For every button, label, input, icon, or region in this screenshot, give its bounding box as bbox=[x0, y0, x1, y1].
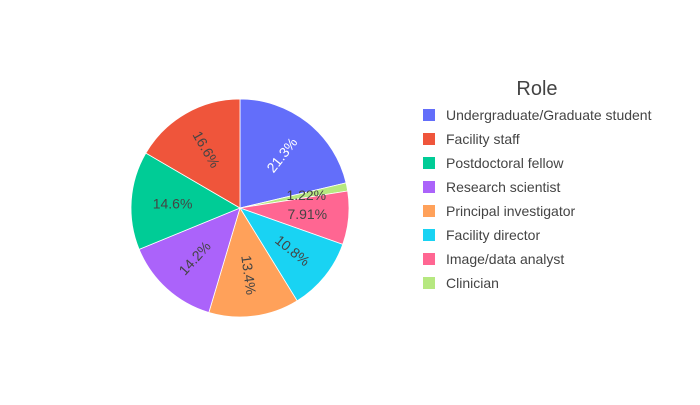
legend-swatch-postdoctoral-fellow bbox=[423, 157, 435, 169]
legend-swatch-undergraduate-graduate-student bbox=[423, 109, 435, 121]
legend-item-undergraduate-graduate-student[interactable]: Undergraduate/Graduate student bbox=[423, 107, 652, 123]
legend-swatch-facility-director bbox=[423, 229, 435, 241]
slice-label-principal-investigator: 13.4% bbox=[238, 254, 259, 295]
pie-slice-postdoctoral-fellow[interactable] bbox=[130, 152, 241, 250]
pie-slice-undergraduate-graduate-student[interactable] bbox=[239, 98, 347, 209]
slice-label-clinician: 1.22% bbox=[286, 187, 326, 203]
legend-label-postdoctoral-fellow: Postdoctoral fellow bbox=[446, 155, 564, 171]
legend-label-facility-staff: Facility staff bbox=[446, 131, 520, 147]
pie-slice-facility-staff[interactable] bbox=[145, 98, 241, 209]
legend-swatch-facility-staff bbox=[423, 133, 435, 145]
legend-item-facility-director[interactable]: Facility director bbox=[423, 227, 540, 243]
legend-label-facility-director: Facility director bbox=[446, 227, 540, 243]
legend-label-image-data-analyst: Image/data analyst bbox=[446, 251, 564, 267]
legend-label-research-scientist: Research scientist bbox=[446, 179, 560, 195]
legend: Role Undergraduate/Graduate student Facil… bbox=[423, 78, 652, 291]
legend-item-postdoctoral-fellow[interactable]: Postdoctoral fellow bbox=[423, 155, 564, 171]
legend-item-principal-investigator[interactable]: Principal investigator bbox=[423, 203, 576, 219]
pie-slice-facility-director[interactable] bbox=[239, 207, 344, 302]
pie-slices bbox=[130, 98, 350, 318]
legend-title: Role bbox=[516, 78, 557, 100]
legend-swatch-principal-investigator bbox=[423, 205, 435, 217]
legend-item-clinician[interactable]: Clinician bbox=[423, 275, 499, 291]
legend-item-facility-staff[interactable]: Facility staff bbox=[423, 131, 520, 147]
pie-slice-principal-investigator[interactable] bbox=[208, 207, 298, 318]
pie-slice-research-scientist[interactable] bbox=[138, 207, 241, 313]
legend-swatch-research-scientist bbox=[423, 181, 435, 193]
legend-swatch-image-data-analyst bbox=[423, 253, 435, 265]
legend-item-image-data-analyst[interactable]: Image/data analyst bbox=[423, 251, 564, 267]
legend-label-principal-investigator: Principal investigator bbox=[446, 203, 576, 219]
legend-label-undergraduate-graduate-student: Undergraduate/Graduate student bbox=[446, 107, 652, 123]
legend-item-research-scientist[interactable]: Research scientist bbox=[423, 179, 560, 195]
slice-label-image-data-analyst: 7.91% bbox=[287, 206, 327, 222]
slice-label-postdoctoral-fellow: 14.6% bbox=[153, 195, 193, 211]
legend-swatch-clinician bbox=[423, 277, 435, 289]
legend-label-clinician: Clinician bbox=[446, 275, 499, 291]
